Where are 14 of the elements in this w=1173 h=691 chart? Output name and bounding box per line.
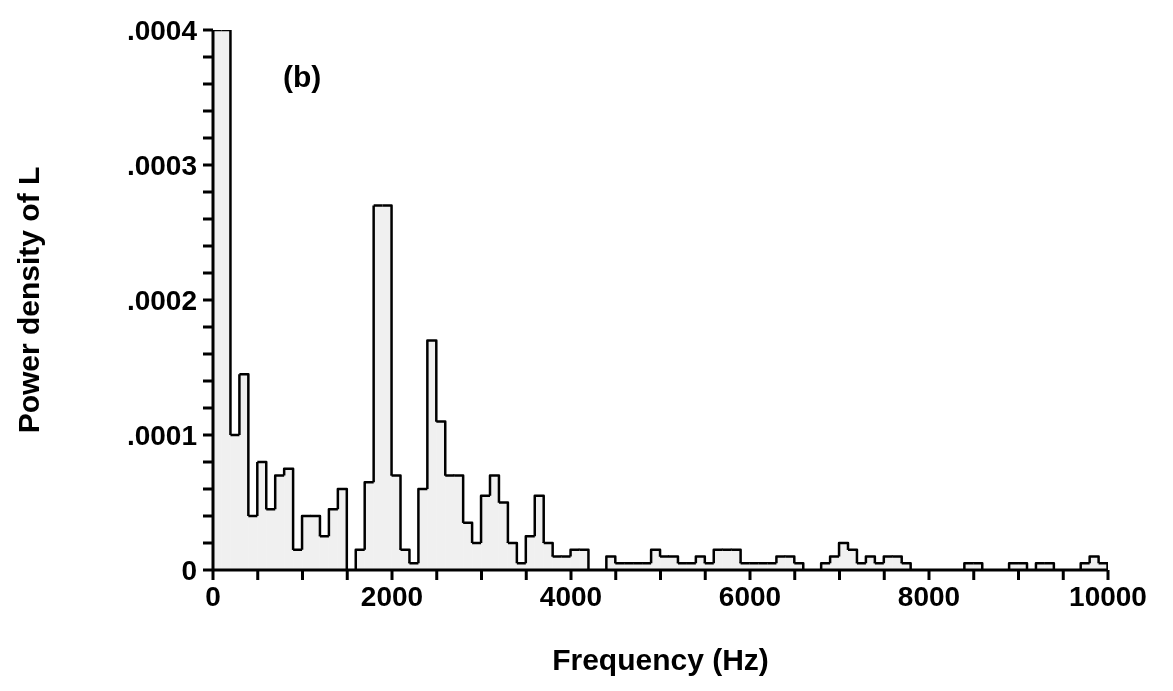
x-tick-label: 6000 [718,580,782,612]
y-tick-label: .0003 [126,149,197,181]
x-tick-label: 0 [205,580,221,612]
y-axis-title: Power density of L [11,166,45,434]
x-tick-label: 8000 [897,580,961,612]
annotation: (b) [283,60,322,94]
x-tick-label: 2000 [360,580,424,612]
x-axis-title: Frequency (Hz) [552,643,769,676]
y-tick-label: .0004 [126,14,198,46]
y-tick-label: 0 [181,554,197,586]
x-tick-label: 10000 [1069,580,1147,612]
y-tick-label: .0001 [126,419,197,451]
x-tick-label: 4000 [539,580,603,612]
y-tick-label: .0002 [126,284,197,316]
